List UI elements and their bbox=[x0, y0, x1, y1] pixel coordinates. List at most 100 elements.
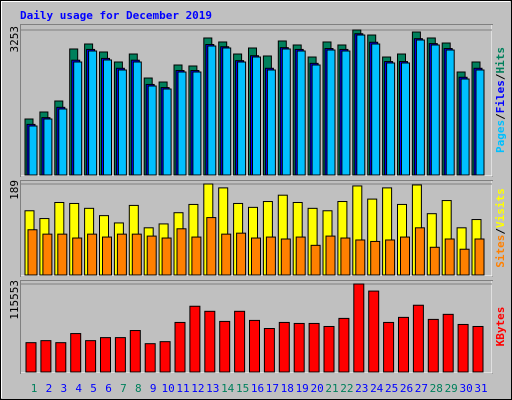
bar bbox=[412, 304, 424, 373]
bar bbox=[475, 69, 485, 176]
bar bbox=[161, 237, 172, 276]
bar bbox=[206, 217, 217, 276]
x-tick-label: 13 bbox=[206, 382, 219, 395]
x-tick-label: 21 bbox=[325, 382, 338, 395]
x-tick-label: 28 bbox=[430, 382, 443, 395]
bar bbox=[295, 236, 306, 276]
x-tick-label: 23 bbox=[355, 382, 368, 395]
bar bbox=[147, 85, 157, 176]
legend-separator: / bbox=[494, 73, 507, 80]
bar bbox=[444, 238, 455, 276]
y-tick-label: 3253 bbox=[8, 26, 21, 53]
bar bbox=[414, 227, 425, 276]
bar bbox=[117, 69, 127, 176]
bar bbox=[325, 235, 336, 276]
x-tick-label: 29 bbox=[445, 382, 458, 395]
x-tick-label: 22 bbox=[340, 382, 353, 395]
legend-entry: Hits bbox=[494, 47, 507, 74]
bar bbox=[430, 44, 440, 176]
bar bbox=[311, 64, 321, 176]
bar bbox=[460, 78, 470, 176]
x-tick-label: 3 bbox=[60, 382, 67, 395]
bar bbox=[219, 320, 231, 373]
bar bbox=[131, 233, 142, 276]
bar bbox=[73, 61, 83, 176]
x-tick-label: 30 bbox=[459, 382, 472, 395]
x-tick-label: 27 bbox=[415, 382, 428, 395]
legend-separator: / bbox=[494, 228, 507, 235]
bar bbox=[132, 61, 142, 176]
bar bbox=[204, 310, 216, 373]
bar bbox=[55, 342, 67, 373]
x-tick-label: 18 bbox=[281, 382, 294, 395]
y-tick-label: 189 bbox=[8, 180, 21, 200]
bar bbox=[159, 341, 171, 373]
bar bbox=[341, 50, 351, 176]
bar bbox=[457, 323, 469, 373]
x-tick-label: 1 bbox=[31, 382, 38, 395]
bar bbox=[249, 319, 260, 373]
bar bbox=[442, 313, 454, 373]
bar bbox=[427, 318, 439, 373]
bar bbox=[383, 321, 395, 373]
x-tick-label: 25 bbox=[385, 382, 398, 395]
bar bbox=[25, 342, 37, 373]
x-tick-label: 14 bbox=[221, 382, 235, 395]
legend-entry: Visits bbox=[494, 188, 507, 228]
panel-bevel bbox=[21, 25, 493, 177]
chart-title: Daily usage for December 2019 bbox=[20, 9, 212, 22]
bar bbox=[308, 322, 320, 373]
x-tick-label: 31 bbox=[474, 382, 487, 395]
legend: KBytes bbox=[494, 307, 507, 347]
bar bbox=[85, 340, 97, 373]
bar bbox=[28, 125, 38, 176]
bar bbox=[114, 337, 126, 373]
y-tick-label: 115553 bbox=[8, 280, 21, 320]
bar bbox=[385, 239, 396, 276]
bar bbox=[293, 322, 305, 373]
x-tick-label: 8 bbox=[135, 382, 142, 395]
bar bbox=[310, 244, 321, 276]
bar bbox=[338, 317, 350, 373]
bar bbox=[445, 49, 455, 176]
bar bbox=[222, 47, 232, 176]
x-tick-label: 2 bbox=[46, 382, 53, 395]
bar bbox=[144, 343, 156, 373]
bar bbox=[355, 239, 366, 276]
bar bbox=[263, 328, 275, 373]
bar bbox=[88, 50, 98, 176]
x-tick-label: 9 bbox=[150, 382, 157, 395]
bar bbox=[370, 240, 381, 276]
bar bbox=[326, 49, 336, 176]
bar bbox=[371, 43, 381, 176]
bar bbox=[146, 235, 157, 276]
bar bbox=[162, 88, 172, 176]
x-tick-label: 12 bbox=[191, 382, 204, 395]
bar bbox=[177, 71, 187, 176]
bar bbox=[40, 340, 52, 373]
bar bbox=[368, 290, 380, 373]
bar bbox=[280, 238, 291, 276]
bar bbox=[353, 283, 365, 373]
x-tick-label: 10 bbox=[161, 382, 174, 395]
x-tick-label: 26 bbox=[400, 382, 413, 395]
panel-bevel bbox=[21, 281, 493, 374]
bar bbox=[340, 237, 351, 276]
bar bbox=[72, 237, 83, 276]
bar bbox=[296, 50, 306, 176]
bar bbox=[236, 232, 247, 276]
x-tick-label: 20 bbox=[310, 382, 323, 395]
bar bbox=[386, 62, 396, 176]
bar bbox=[266, 69, 276, 176]
x-tick-label: 17 bbox=[266, 382, 279, 395]
bar bbox=[102, 236, 112, 276]
legend-entry: Pages bbox=[494, 120, 507, 153]
bar bbox=[103, 59, 112, 176]
bar bbox=[174, 321, 186, 373]
bar bbox=[278, 321, 290, 373]
bar bbox=[265, 236, 276, 276]
bar bbox=[58, 108, 68, 176]
bar bbox=[401, 62, 410, 176]
